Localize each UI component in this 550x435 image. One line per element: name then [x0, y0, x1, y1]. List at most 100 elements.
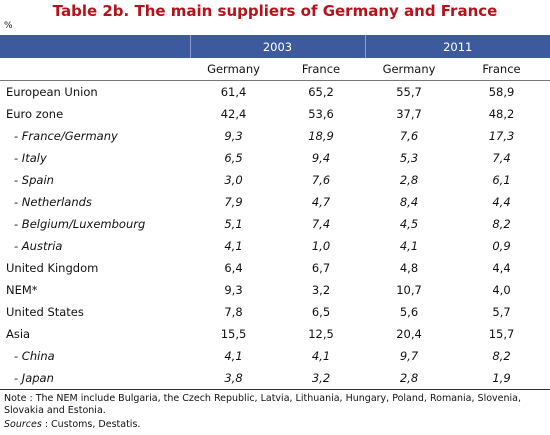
table-row: United States 7,8 6,5 5,6 5,7	[0, 301, 550, 323]
cell: 4,1	[311, 349, 331, 363]
year: 2011	[364, 35, 550, 58]
cell: 8,4	[399, 195, 419, 209]
cell: 48,2	[488, 107, 515, 121]
sources: Sources : Customs, Destatis.	[4, 419, 140, 430]
table-body: European Union 61,4 65,2 55,7 58,9 Euro zone 4…	[0, 81, 550, 390]
cell: 6,5	[311, 305, 331, 319]
row-label: - China	[14, 349, 55, 363]
country-header: Germany	[365, 58, 453, 81]
header-cell	[0, 58, 190, 81]
cell: 3,2	[277, 367, 365, 390]
cell: 7,8	[224, 305, 243, 319]
row-label: NEM*	[6, 283, 38, 297]
cell: 6,7	[311, 261, 331, 275]
cell: 55,7	[396, 85, 422, 99]
cell: 1,9	[453, 367, 550, 390]
country-header: Germany	[190, 58, 277, 81]
cell: 6,1	[492, 173, 511, 187]
table-row: - Italy 6,5 9,4 5,3 7,4	[0, 147, 550, 169]
cell: 9,4	[311, 151, 331, 165]
table-row: - Belgium/Luxembourg 5,1 7,4 4,5 8,2	[0, 213, 550, 235]
cell: 15,5	[220, 327, 247, 341]
cell: 7,6	[311, 173, 331, 187]
country-header: France	[453, 58, 550, 81]
cell: 12,5	[308, 327, 334, 341]
table-row: - Spain 3,0 7,6 2,8 6,1	[0, 169, 550, 191]
cell: 4,7	[311, 195, 331, 209]
title: Table 2b. The main suppliers of Germany …	[52, 2, 498, 20]
cell: 4,0	[492, 283, 511, 297]
row-label: Asia	[6, 327, 31, 341]
cell: 4,1	[224, 349, 243, 363]
cell: 61,4	[220, 85, 247, 99]
cell: 18,9	[308, 129, 334, 143]
cell: 9,3	[224, 283, 243, 297]
cell: 5,1	[224, 217, 243, 231]
cell: 7,6	[399, 129, 419, 143]
table-row: Asia 15,5 12,5 20,4 15,7	[0, 323, 550, 345]
table: 2003 2011 Germany France Germany France Eur…	[0, 35, 550, 390]
cell: 6,4	[224, 261, 243, 275]
table-header: 2003 2011 Germany France Germany France	[0, 35, 550, 81]
cell: 42,4	[220, 107, 247, 121]
cell: 20,4	[396, 327, 422, 341]
row-label: United States	[6, 305, 84, 319]
year: 2003	[189, 35, 365, 58]
cell: 7,4	[311, 217, 331, 231]
cell: 37,7	[396, 107, 422, 121]
sources-label: Sources	[4, 419, 42, 430]
table-row: United Kingdom 6,4 6,7 4,8 4,4	[0, 257, 550, 279]
country-header: France	[277, 58, 365, 81]
year-row: 2003 2011	[0, 35, 550, 58]
row-label: - Belgium/Luxembourg	[14, 217, 146, 231]
cell: 3,8	[190, 367, 277, 390]
row-label: - Italy	[14, 151, 47, 165]
table-row: - Netherlands 7,9 4,7 8,4 4,4	[0, 191, 550, 213]
table-row: NEM* 9,3 3,2 10,7 4,0	[0, 279, 550, 301]
cell: 17,3	[488, 129, 515, 143]
row-label: Euro zone	[6, 107, 64, 121]
table-row: European Union 61,4 65,2 55,7 58,9	[0, 81, 550, 104]
cell: 4,1	[399, 239, 419, 253]
table-row: - Austria 4,1 1,0 4,1 0,9	[0, 235, 550, 257]
cell: 5,3	[399, 151, 419, 165]
cell: 8,2	[492, 217, 511, 231]
cell: 4,4	[492, 261, 511, 275]
cell: 15,7	[488, 327, 515, 341]
row-label: - Japan	[0, 367, 190, 390]
cell: 4,8	[399, 261, 419, 275]
header-cell	[0, 35, 190, 58]
table-row: - Japan 3,8 3,2 2,8 1,9	[0, 367, 550, 390]
cell: 4,1	[224, 239, 243, 253]
cell: 8,2	[492, 349, 511, 363]
country-row: Germany France Germany France	[0, 58, 550, 81]
cell: 2,8	[365, 367, 453, 390]
row-label: United Kingdom	[6, 261, 99, 275]
unit: %	[4, 21, 13, 31]
cell: 53,6	[308, 107, 334, 121]
cell: 5,7	[492, 305, 511, 319]
cell: 9,7	[399, 349, 419, 363]
cell: 58,9	[488, 85, 515, 99]
cell: 3,0	[224, 173, 243, 187]
row-label: - France/Germany	[14, 129, 118, 143]
note: Note : The NEM include Bulgaria, the Cze…	[4, 393, 521, 416]
table-row: - France/Germany 9,3 18,9 7,6 17,3	[0, 125, 550, 147]
cell: 6,5	[224, 151, 243, 165]
sources-text: : Customs, Destatis.	[41, 419, 141, 430]
cell: 7,9	[224, 195, 243, 209]
cell: 3,2	[311, 283, 331, 297]
cell: 1,0	[311, 239, 331, 253]
cell: 9,3	[224, 129, 243, 143]
row-label: - Netherlands	[14, 195, 92, 209]
cell: 10,7	[396, 283, 422, 297]
cell: 5,6	[399, 305, 419, 319]
cell: 7,4	[492, 151, 511, 165]
row-label: - Austria	[14, 239, 63, 253]
table-row: Euro zone 42,4 53,6 37,7 48,2	[0, 103, 550, 125]
cell: 4,4	[492, 195, 511, 209]
cell: 4,5	[399, 217, 419, 231]
cell: 2,8	[399, 173, 419, 187]
cell: 65,2	[308, 85, 334, 99]
